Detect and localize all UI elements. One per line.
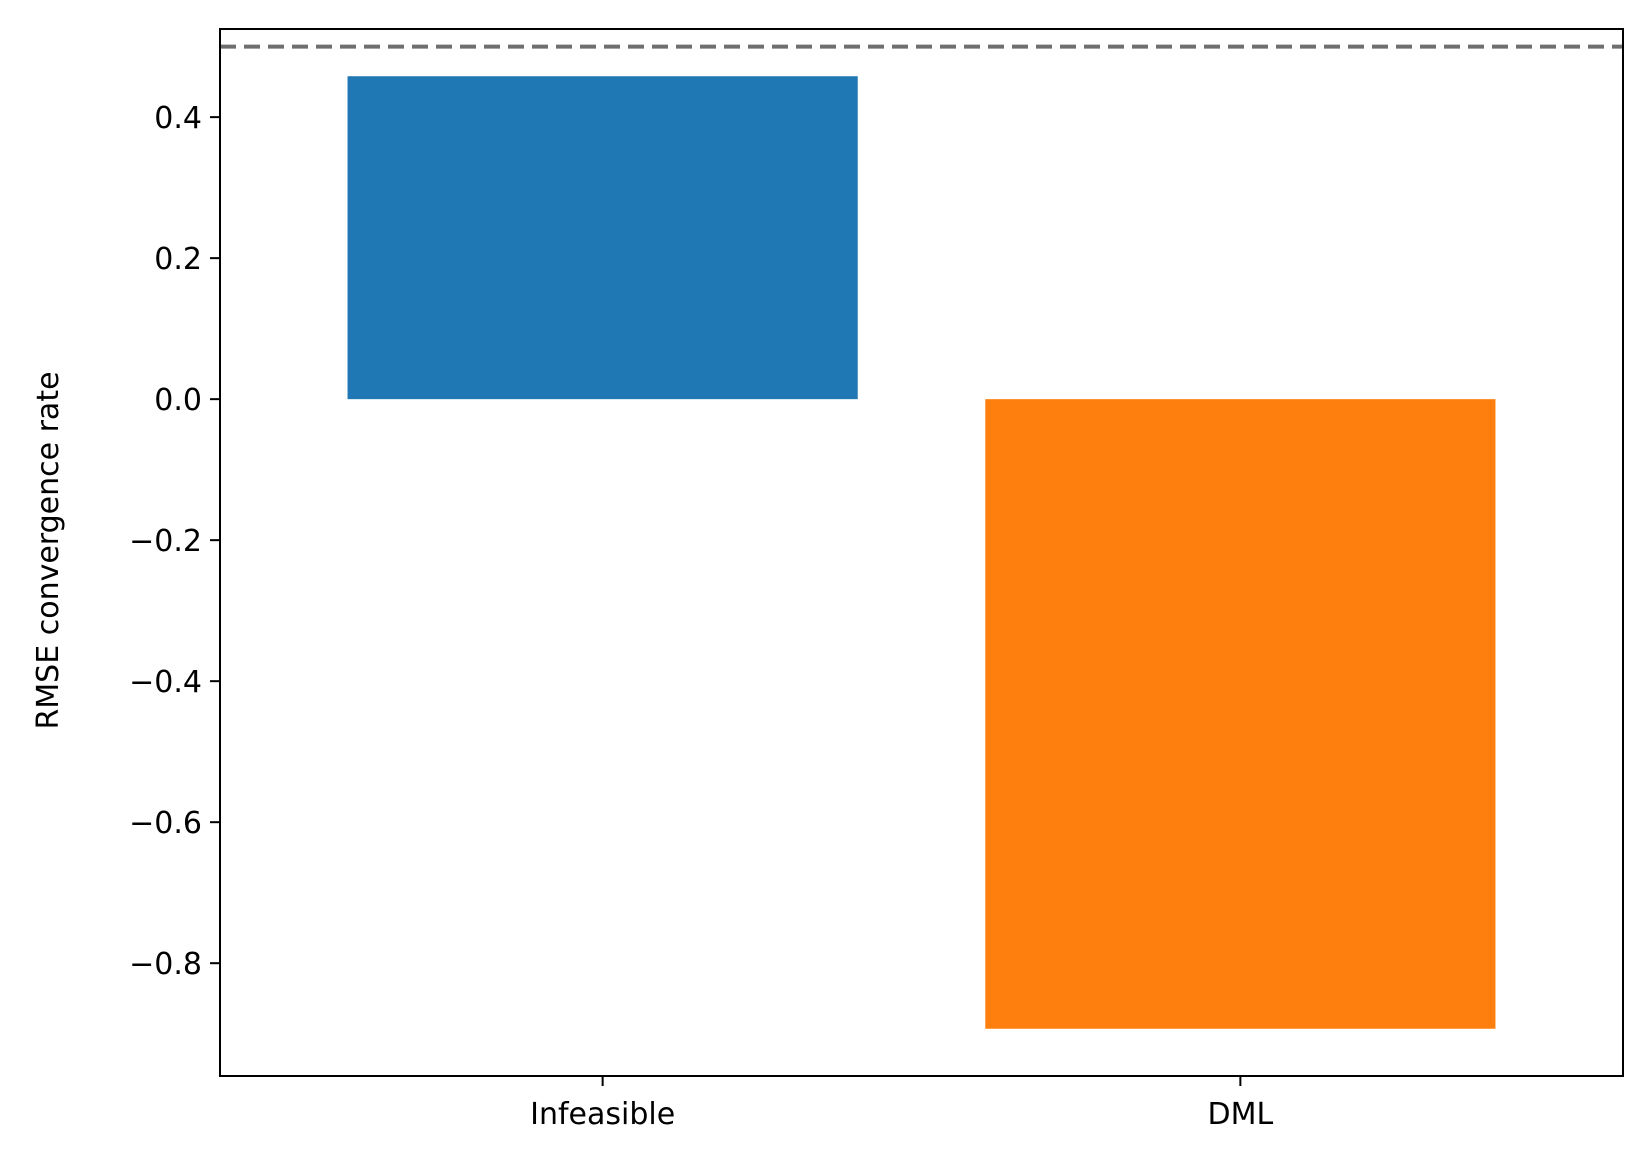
y-tick-label: 0.0 (154, 383, 202, 418)
bar-infeasible (347, 76, 858, 400)
y-tick-label: −0.6 (129, 806, 202, 841)
x-axis-ticks: Infeasible DML (530, 1076, 1273, 1132)
y-tick-label: −0.4 (129, 665, 202, 700)
y-tick-label: −0.8 (129, 947, 202, 982)
x-tick-label-infeasible: Infeasible (530, 1097, 675, 1132)
y-tick-label: 0.2 (154, 242, 202, 277)
y-axis-label: RMSE convergence rate (31, 371, 66, 729)
bars-layer (347, 76, 1496, 1029)
y-tick-label: 0.4 (154, 101, 202, 136)
x-tick-label-dml: DML (1208, 1097, 1274, 1132)
bar-dml (985, 399, 1496, 1029)
y-tick-label: −0.2 (129, 524, 202, 559)
y-axis-ticks: 0.4 0.2 0.0 −0.2 −0.4 −0.6 −0.8 (129, 101, 220, 982)
plot-frame (219, 28, 1624, 1077)
